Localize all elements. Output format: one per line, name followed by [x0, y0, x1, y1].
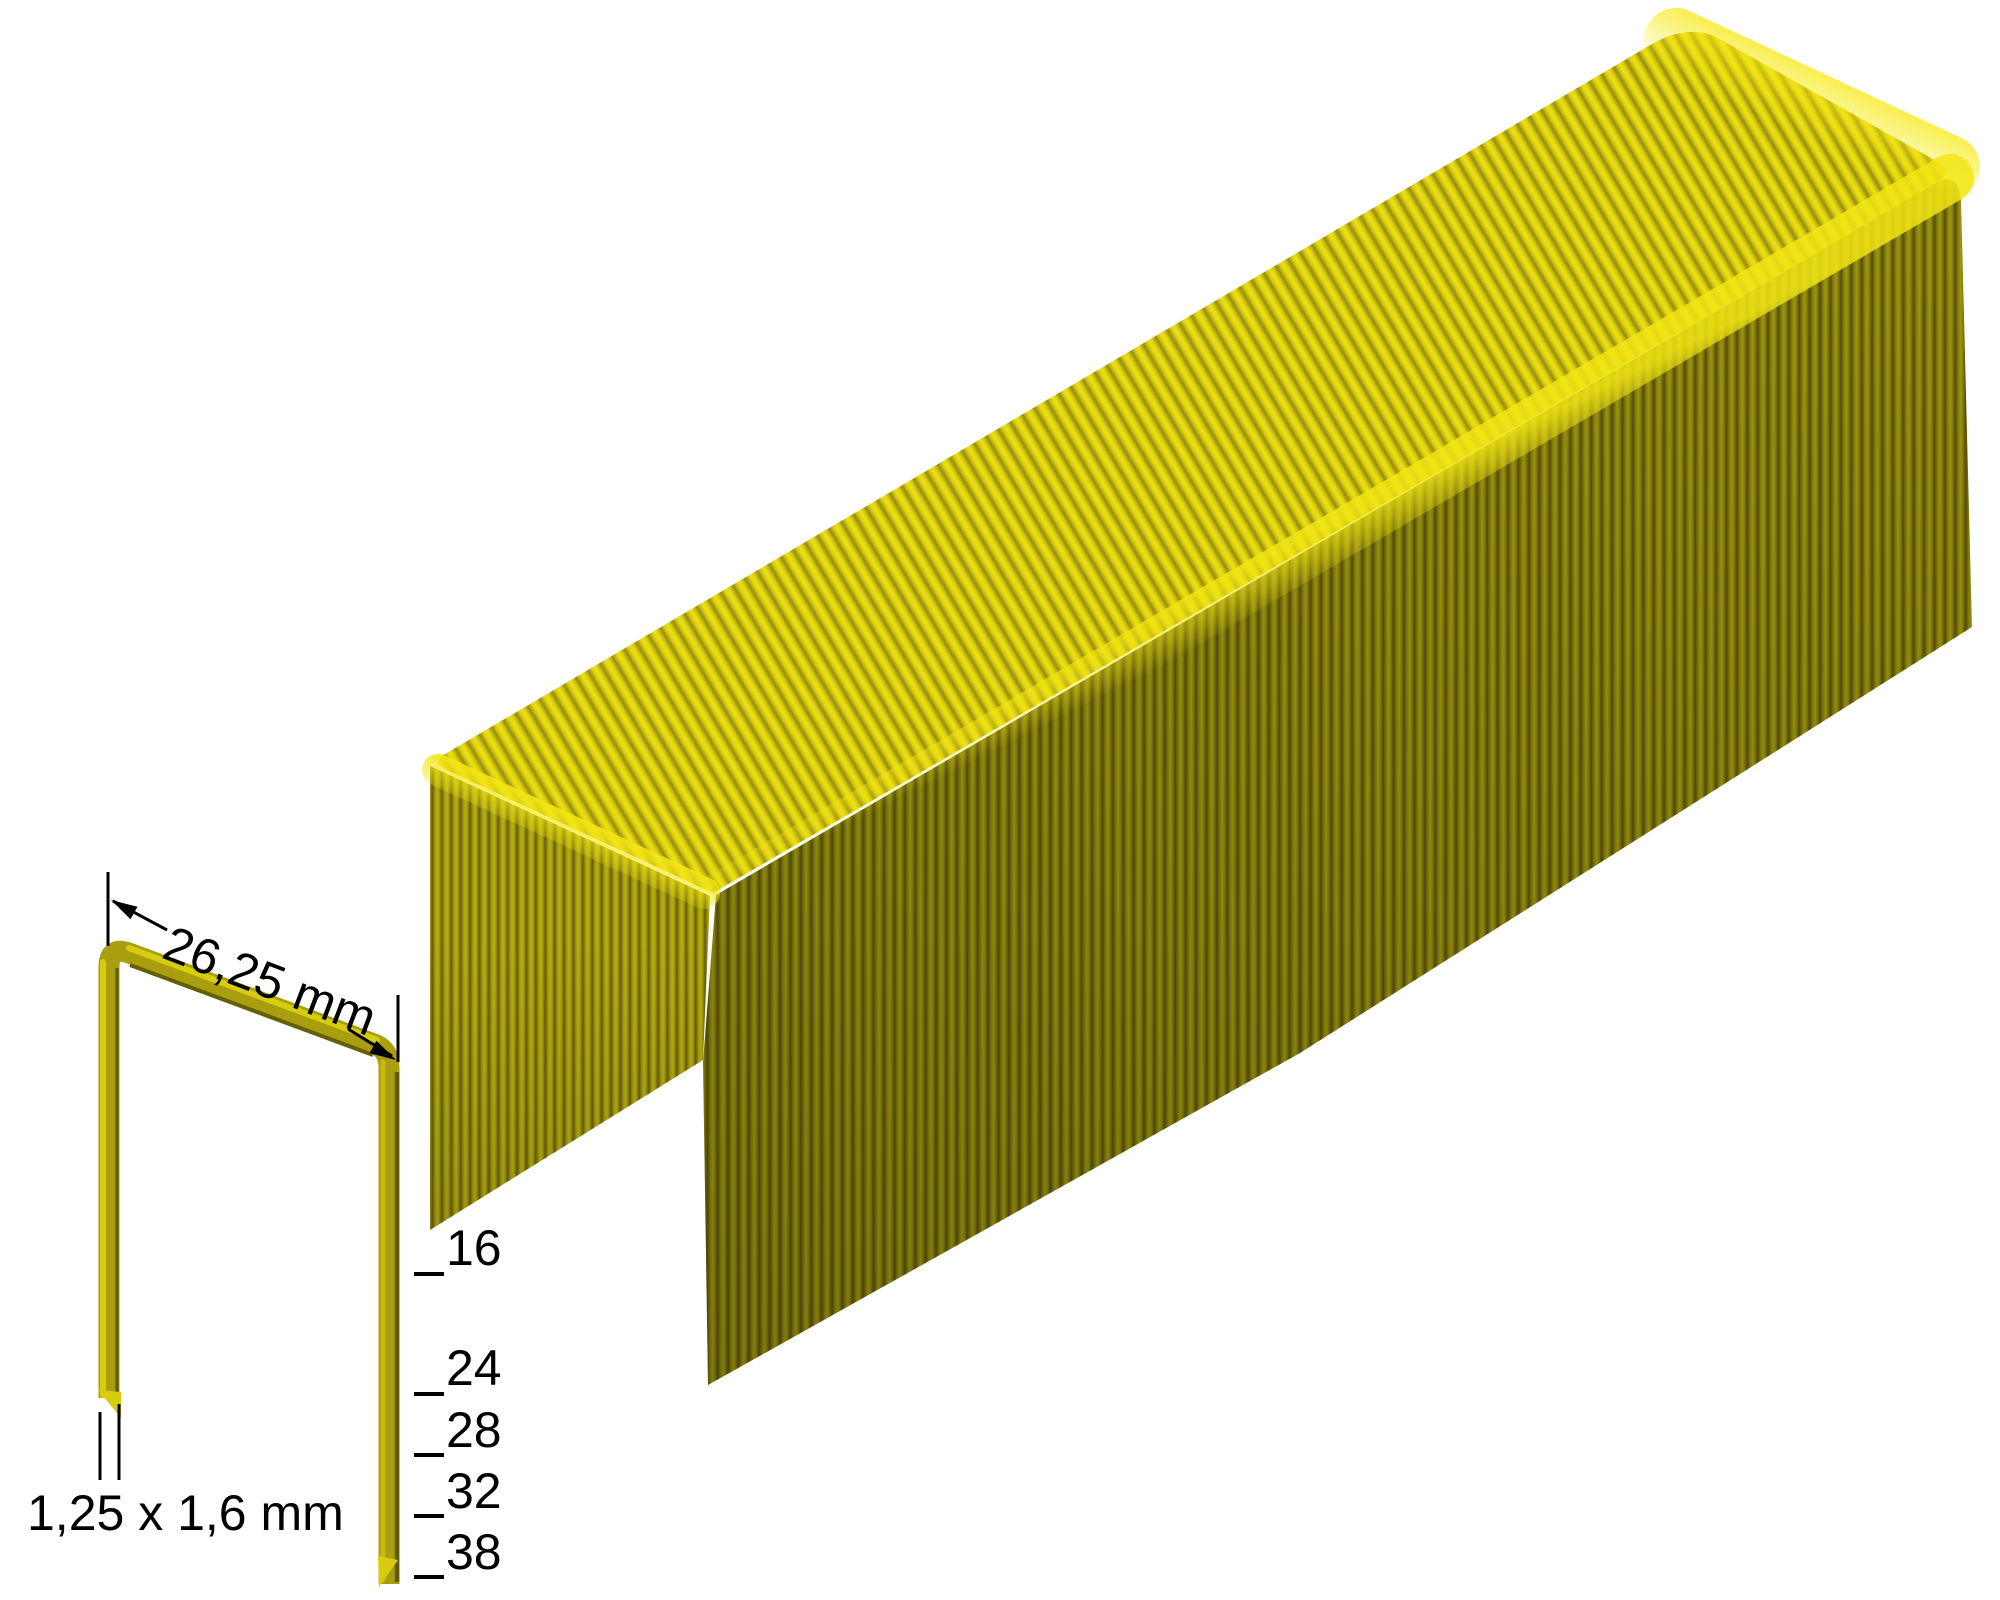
dimension-arrow-right — [369, 1040, 396, 1060]
dimension-graphics — [98, 872, 400, 1480]
single-staple — [98, 940, 400, 1587]
staple-right-leg-tip — [378, 1556, 398, 1587]
strip-left-fold-highlight — [422, 754, 720, 909]
strip-front-face-shading — [703, 179, 1972, 1385]
length-tick-38 — [414, 1575, 444, 1579]
dimension-arrow-left — [111, 900, 138, 920]
strip-right-fold-highlight — [1644, 8, 1980, 199]
staple-strip-3d — [422, 8, 1980, 1385]
length-tick-28 — [414, 1453, 444, 1457]
staple-crown-highlight — [126, 945, 380, 1043]
wire-size-label: 1,25 x 1,6 mm — [27, 1485, 344, 1541]
length-marker-16: 16 — [446, 1220, 502, 1276]
staple-crown-shadow — [129, 963, 374, 1057]
staple-left-leg-tip — [98, 1390, 121, 1418]
staple-wire-body — [98, 940, 400, 1584]
strip-front-edge-highlight — [696, 154, 1974, 921]
length-marker-32: 32 — [446, 1463, 502, 1519]
length-tick-32 — [414, 1514, 444, 1518]
length-marker-28: 28 — [446, 1402, 502, 1458]
length-marker-38: 38 — [446, 1524, 502, 1580]
length-tick-16 — [414, 1272, 444, 1276]
length-tick-24 — [414, 1392, 444, 1396]
strip-left-legs-shading — [430, 766, 710, 1230]
length-marker-24: 24 — [446, 1340, 502, 1396]
strip-top-face — [437, 31, 1946, 894]
